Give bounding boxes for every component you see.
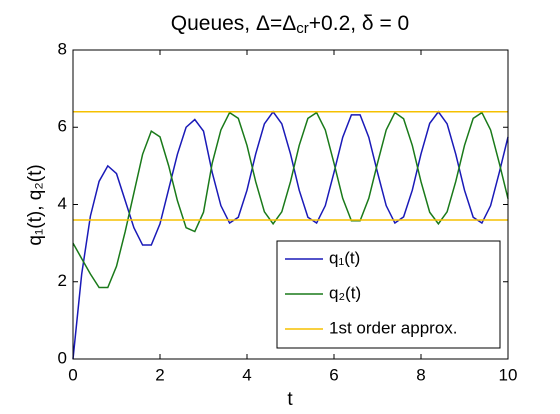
series-line — [72, 110, 509, 360]
y-tick-label: 8 — [58, 39, 67, 58]
y-tick-label: 0 — [58, 348, 67, 367]
x-tick-label: 4 — [242, 365, 251, 384]
x-tick-label: 0 — [68, 365, 77, 384]
y-axis-label: q₁(t), q₂(t) — [25, 164, 46, 245]
y-tick-label: 6 — [58, 117, 67, 136]
x-tick-label: 10 — [499, 365, 518, 384]
title-part: Queues, Δ=Δ — [171, 12, 297, 35]
y-tick-label: 4 — [58, 194, 67, 213]
legend-label: 1st order approx. — [329, 318, 458, 337]
title-subscript: cr — [296, 20, 309, 37]
legend-label: q₂(t) — [329, 283, 361, 302]
x-tick-label: 2 — [155, 365, 164, 384]
x-tick-label: 8 — [416, 365, 425, 384]
title-part: +0.2, δ = 0 — [309, 12, 409, 35]
chart-title: Queues, Δ=Δcr+0.2, δ = 0 — [171, 12, 409, 37]
y-tick-label: 2 — [58, 271, 67, 290]
axes-box — [72, 49, 509, 360]
x-tick-label: 6 — [329, 365, 338, 384]
legend-label: q₁(t) — [329, 248, 360, 267]
x-axis-label: t — [287, 389, 293, 410]
